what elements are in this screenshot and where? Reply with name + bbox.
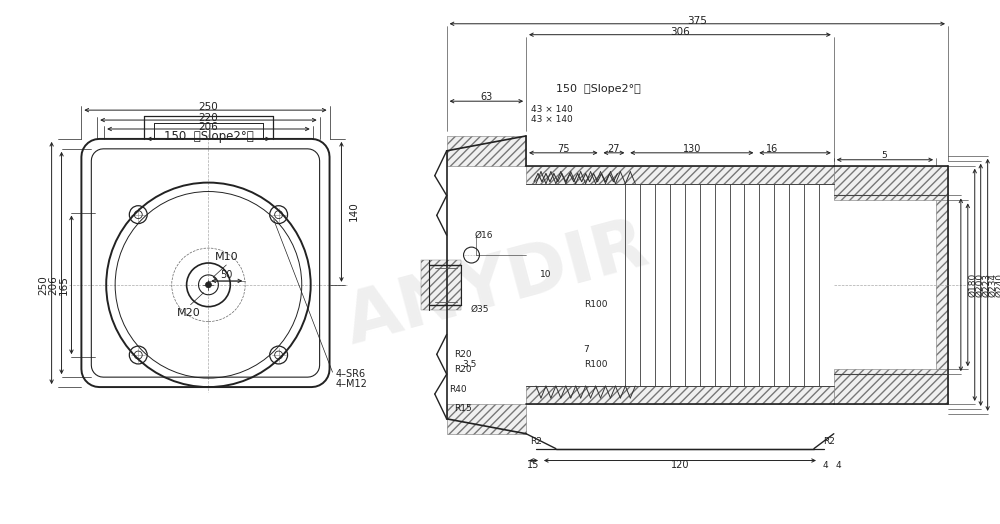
- Text: 220: 220: [199, 113, 218, 123]
- Text: 375: 375: [687, 16, 707, 26]
- Bar: [447, 404, 526, 434]
- Text: 43 × 140: 43 × 140: [531, 115, 573, 124]
- Bar: [834, 369, 948, 404]
- Bar: [526, 386, 834, 404]
- Text: Ø200: Ø200: [975, 273, 984, 297]
- Bar: [526, 166, 834, 183]
- Text: 27: 27: [607, 144, 620, 154]
- Text: Ø180: Ø180: [968, 272, 977, 297]
- Text: Ø240: Ø240: [995, 273, 1000, 297]
- Text: 3.5: 3.5: [462, 360, 477, 369]
- Text: 150  （Slope2°）: 150 （Slope2°）: [164, 130, 253, 144]
- Text: Ø35: Ø35: [470, 305, 489, 314]
- Bar: [421, 260, 461, 310]
- Text: 4–M12: 4–M12: [336, 379, 367, 389]
- Bar: [936, 201, 948, 369]
- Text: R2: R2: [823, 437, 835, 446]
- Text: 140: 140: [348, 202, 358, 221]
- Text: 4: 4: [823, 461, 829, 470]
- Text: 50: 50: [220, 270, 233, 280]
- Text: R100: R100: [584, 360, 607, 369]
- Text: 165: 165: [59, 275, 69, 295]
- Bar: [834, 166, 948, 201]
- Text: 250: 250: [39, 275, 49, 294]
- Circle shape: [205, 282, 211, 288]
- Text: ANYDIR: ANYDIR: [337, 211, 656, 358]
- Text: 4–SR6: 4–SR6: [336, 369, 366, 379]
- Bar: [447, 136, 526, 166]
- Text: 130: 130: [683, 144, 701, 154]
- Text: 63: 63: [480, 92, 493, 102]
- Text: R20: R20: [455, 365, 472, 374]
- Text: 306: 306: [670, 27, 690, 37]
- Text: R100: R100: [584, 300, 607, 309]
- Text: 7: 7: [583, 345, 589, 354]
- Text: Ø223: Ø223: [982, 273, 991, 297]
- Text: 4: 4: [836, 461, 842, 470]
- Text: Ø234: Ø234: [988, 273, 997, 297]
- Text: Ø16: Ø16: [474, 231, 493, 239]
- Text: R40: R40: [449, 385, 466, 394]
- Text: 5: 5: [882, 151, 887, 160]
- Text: 15: 15: [527, 461, 539, 471]
- Text: 250: 250: [199, 102, 218, 112]
- Text: 43 × 140: 43 × 140: [531, 105, 573, 114]
- Text: 16: 16: [766, 144, 778, 154]
- Text: 75: 75: [558, 144, 570, 154]
- Text: R2: R2: [530, 437, 542, 446]
- Text: M20: M20: [177, 308, 200, 318]
- Text: 150  （Slope2°）: 150 （Slope2°）: [556, 84, 641, 94]
- Text: 10: 10: [540, 270, 552, 279]
- Text: M10: M10: [215, 252, 238, 262]
- Text: 206: 206: [199, 122, 218, 132]
- Text: 206: 206: [49, 275, 59, 294]
- Text: R20: R20: [455, 350, 472, 359]
- Text: R15: R15: [455, 405, 472, 413]
- Text: 120: 120: [671, 461, 689, 471]
